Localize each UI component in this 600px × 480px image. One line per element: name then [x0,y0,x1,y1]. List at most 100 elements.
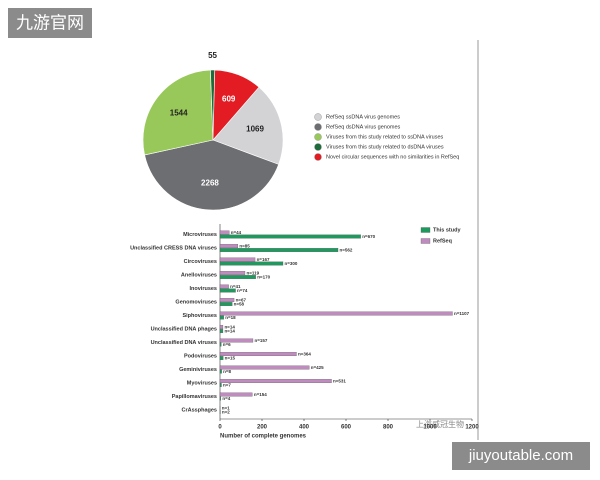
category-label: CrAssphages [182,408,217,414]
pie-slice [212,86,284,165]
watermark: jiuyoutable.com [468,447,573,464]
bar-label: n=1107 [454,311,470,316]
bar-label: n=14 [224,328,235,333]
x-axis-label: Number of complete genomes [220,434,307,440]
category-label: Microviruses [183,232,217,238]
bar [219,383,222,387]
x-tick-label: 600 [341,425,352,431]
x-tick-label: 400 [299,425,310,431]
legend-swatch [420,227,431,233]
bar-label: n=531 [333,378,346,383]
bar-label: n=6 [223,342,231,347]
x-tick-label: 1200 [465,425,479,431]
bar [219,392,253,397]
bar [219,302,233,306]
bar [219,379,332,383]
bar [219,261,284,266]
bar-label: n=300 [285,261,298,266]
legend-swatch [314,153,322,161]
bar-label: n=1 [222,405,230,410]
pie-slice [144,139,279,211]
category-label: Siphoviruses [182,313,217,319]
category-label: Podoviruses [184,354,217,360]
bar [219,329,224,333]
bar [219,325,224,329]
x-tick-label: 1000 [423,425,437,431]
bar-label: n=15 [225,355,236,360]
bar-label: n=364 [298,351,311,356]
bar [219,396,221,401]
bar [219,315,224,320]
bar-label: n=14 [224,324,235,329]
bar [219,352,297,356]
legend-label: RefSeq ssDNA virus genomes [326,114,400,120]
legend-swatch [420,238,431,244]
legend-label: This study [433,227,461,233]
legend-label: Viruses from this study related to ssDNA… [326,134,444,140]
watermark: 九游官网 [16,13,84,32]
x-tick-label: 0 [218,425,222,431]
bar [219,356,224,360]
bar-label: n=85 [239,243,250,248]
category-label: Circoviruses [184,259,217,265]
category-label: Inoviruses [189,286,217,292]
pie-slice [142,69,214,156]
bar-label: n=2 [222,409,230,414]
bar-label: n=562 [340,247,353,252]
bar [219,369,222,374]
category-label: Myoviruses [187,381,217,387]
bar-label: n=119 [246,270,259,275]
bar-label: n=44 [231,230,242,235]
bar [219,342,222,347]
slice-label: 1069 [246,124,264,133]
bar-label: n=157 [254,338,267,343]
bar [219,284,229,289]
legend-label: RefSeq dsDNA virus genomes [326,124,401,130]
category-label: Unclassified CRESS DNA viruses [130,246,217,252]
bar [219,298,235,302]
bar-label: n=58 [234,301,245,306]
legend-swatch [314,143,322,151]
category-label: Genomoviruses [175,300,217,306]
bar-label: n=41 [230,284,241,289]
category-label: Anelloviruses [181,273,217,279]
bar-label: n=74 [237,288,248,293]
watermark: 上海威冠生物 [416,419,464,429]
category-label: Unclassified DNA phages [151,327,217,333]
bar [219,338,254,343]
legend-swatch [314,133,322,141]
bar [219,257,256,262]
bar [219,244,239,248]
pie-slice [212,69,260,141]
category-label: Geminiviruses [179,367,217,373]
watermark-box [452,442,590,470]
bar-label: n=170 [257,274,270,279]
bar-label: n=8 [223,369,231,374]
bar-label: n=4 [222,396,230,401]
legend-label: RefSeq [433,238,452,244]
bar-label: n=18 [225,315,236,320]
slice-label: 1544 [170,109,188,118]
bar [219,234,361,239]
bar [219,311,453,316]
x-tick-label: 200 [257,425,268,431]
legend-label: Novel circular sequences with no similar… [326,154,459,160]
bar-label: n=167 [257,257,270,262]
legend-label: Viruses from this study related to dsDNA… [326,144,444,150]
legend-swatch [314,113,322,121]
bar-label: n=154 [254,392,267,397]
slice-label: 609 [222,95,236,104]
bar [219,271,246,275]
bar [219,365,310,370]
slice-label: 55 [208,51,217,60]
watermark-box [8,8,92,38]
slice-label: 2268 [201,178,219,187]
bar [219,275,256,279]
bar-label: n=425 [311,365,324,370]
x-tick-label: 800 [383,425,394,431]
bar [219,230,230,235]
bar-label: n=67 [236,297,247,302]
bar [219,288,236,293]
legend-swatch [314,123,322,131]
